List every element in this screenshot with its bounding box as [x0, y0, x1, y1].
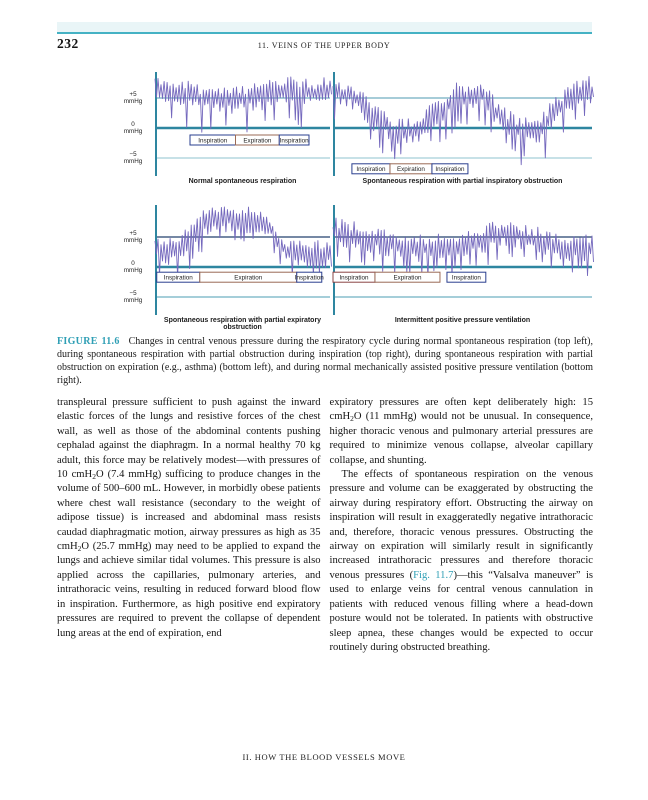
- figure-label: FIGURE 11.6: [57, 336, 120, 347]
- header-band: [57, 22, 592, 34]
- figure-caption: FIGURE 11.6 Changes in central venous pre…: [57, 335, 593, 387]
- panel-caption-inspiratory-obstruction: Spontaneous respiration with partial ins…: [362, 178, 563, 185]
- svg-text:Expiration: Expiration: [234, 275, 262, 282]
- svg-text:Inspiration: Inspiration: [356, 166, 386, 173]
- running-head: 11. VEINS OF THE UPPER BODY: [257, 41, 391, 50]
- y-axis-label-minus5: −5 mmHg: [123, 151, 143, 165]
- svg-text:Inspiration: Inspiration: [339, 275, 369, 282]
- paragraph: The effects of spontaneous respiration o…: [329, 469, 594, 653]
- paragraph: expiratory pressures are often kept deli…: [329, 397, 594, 466]
- cvp-trace-normal-respiration: Inspiration Expiration Inspiration: [154, 72, 332, 176]
- y-axis-label-minus5: −5 mmHg: [123, 290, 143, 304]
- cvp-trace-inspiratory-obstruction: Inspiration Expiration Inspiration: [332, 72, 594, 176]
- right-column: expiratory pressures are often kept deli…: [330, 396, 594, 655]
- figure-crossref-link[interactable]: Fig. 11.7: [413, 569, 454, 581]
- svg-text:Expiration: Expiration: [393, 275, 421, 282]
- y-axis-label-plus5: +5 mmHg: [123, 91, 143, 105]
- svg-text:Inspiration: Inspiration: [280, 137, 310, 144]
- page-number: 232: [57, 36, 79, 51]
- y-axis-label-plus5: +5 mmHg: [123, 230, 143, 244]
- subscript: 2: [77, 544, 82, 554]
- subscript: 2: [350, 414, 354, 424]
- svg-text:Expiration: Expiration: [397, 166, 425, 173]
- panel-caption-ippv: Intermittent positive pressure ventilati…: [394, 317, 531, 324]
- figure-caption-text: Changes in central venous pressure durin…: [57, 336, 594, 386]
- svg-text:Inspiration: Inspiration: [452, 275, 482, 282]
- panel-caption-expiratory-obstruction: Spontaneous respiration with partial exp…: [163, 317, 322, 331]
- left-column: transpleural pressure sufficient to push…: [57, 396, 321, 655]
- y-axis-label-zero: 0 mmHg: [123, 260, 143, 274]
- y-axis-label-zero: 0 mmHg: [123, 121, 143, 135]
- svg-text:Expiration: Expiration: [243, 137, 271, 144]
- svg-text:Inspiration: Inspiration: [164, 275, 194, 282]
- svg-text:Inspiration: Inspiration: [198, 137, 228, 144]
- subscript: 2: [92, 472, 96, 482]
- cvp-trace-ippv: Inspiration Expiration Inspiration: [332, 205, 594, 315]
- svg-text:Inspiration: Inspiration: [295, 275, 325, 282]
- cvp-trace-expiratory-obstruction: Inspiration Expiration Inspiration: [154, 205, 332, 315]
- body-text: transpleural pressure sufficient to push…: [57, 396, 593, 655]
- section-footer: II. HOW THE BLOOD VESSELS MOVE: [242, 752, 406, 762]
- panel-caption-normal: Normal spontaneous respiration: [188, 178, 297, 185]
- paragraph: transpleural pressure sufficient to push…: [57, 397, 321, 639]
- figure-11-6: +5 mmHg 0 mmHg −5 mmHg +5 mmHg 0 mmHg −5…: [57, 65, 594, 333]
- svg-text:Inspiration: Inspiration: [435, 166, 465, 173]
